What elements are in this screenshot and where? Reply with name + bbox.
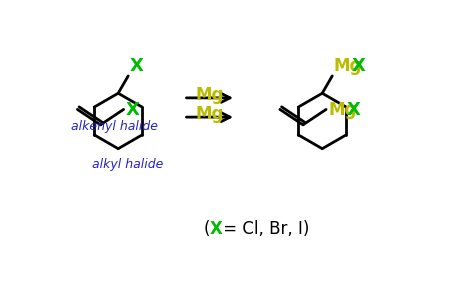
Text: alkyl halide: alkyl halide <box>92 158 164 171</box>
Text: X: X <box>347 101 361 119</box>
Text: X: X <box>126 101 140 119</box>
Text: Mg: Mg <box>196 86 224 104</box>
Text: X: X <box>352 57 365 75</box>
Text: alkenyl halide: alkenyl halide <box>71 120 158 133</box>
Text: X: X <box>130 57 144 75</box>
Text: X: X <box>210 220 223 238</box>
Text: Mg: Mg <box>333 57 361 75</box>
Text: Mg: Mg <box>328 101 357 119</box>
Text: (: ( <box>203 220 210 238</box>
Text: Mg: Mg <box>196 105 224 123</box>
Text: = Cl, Br, I): = Cl, Br, I) <box>218 220 309 238</box>
